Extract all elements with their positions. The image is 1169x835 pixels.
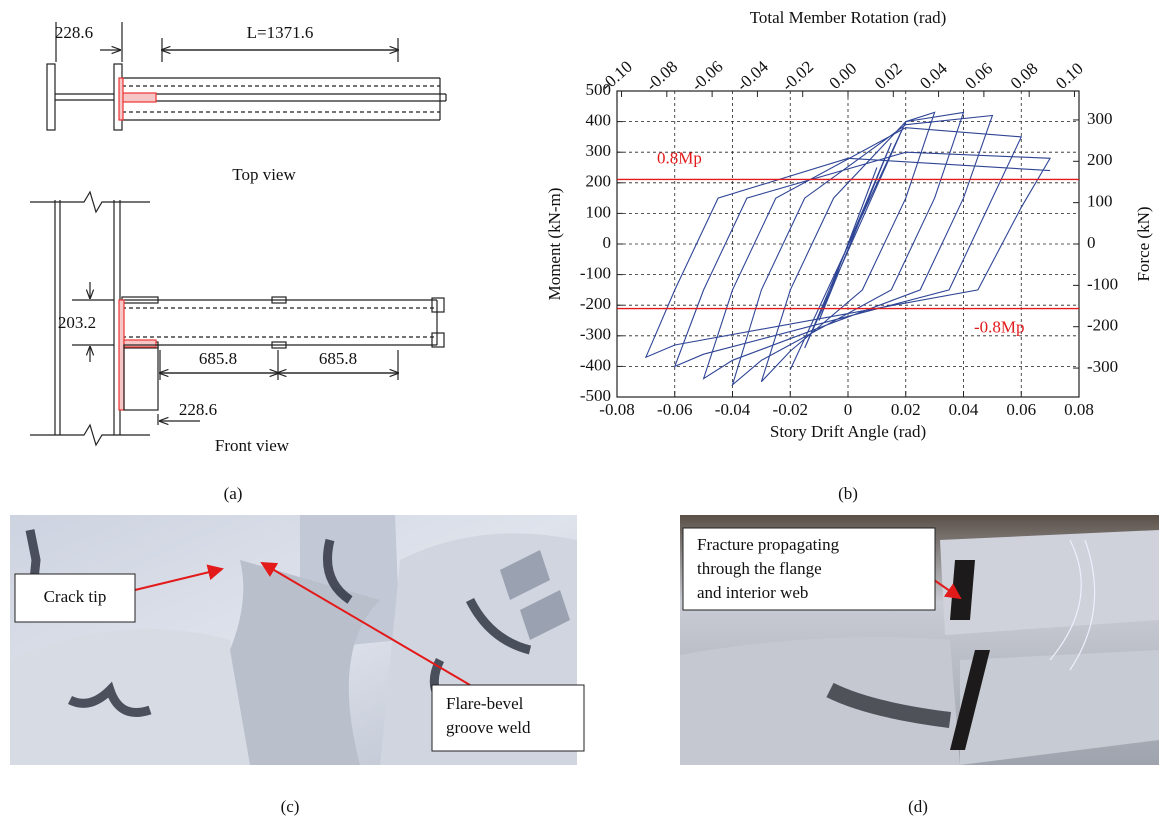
callout-text: Fracture propagating bbox=[697, 535, 840, 554]
reference-label: 0.8Mp bbox=[657, 148, 702, 167]
reference-label: -0.8Mp bbox=[974, 317, 1025, 336]
y2-tick-label: -300 bbox=[1087, 357, 1118, 376]
x-tick-label: 0.08 bbox=[1064, 400, 1094, 419]
view-label: Top view bbox=[232, 165, 296, 184]
dimension: L=1371.6 bbox=[247, 23, 314, 42]
x-tick-label: 0.02 bbox=[891, 400, 921, 419]
caption: (d) bbox=[908, 797, 928, 816]
y-tick-label: 200 bbox=[586, 172, 612, 191]
x-tick-label: -0.04 bbox=[715, 400, 751, 419]
y-tick-label: -100 bbox=[580, 264, 611, 283]
y2-tick-label: -100 bbox=[1087, 274, 1118, 293]
x2-tick-label: 0.10 bbox=[1052, 59, 1087, 93]
x-tick-label: -0.06 bbox=[657, 400, 692, 419]
x2-tick-label: 0.08 bbox=[1007, 59, 1042, 93]
y2-tick-label: 100 bbox=[1087, 192, 1113, 211]
x2-tick-label: 0.06 bbox=[961, 59, 996, 93]
callout-text: through the flange bbox=[697, 559, 822, 578]
y-tick-label: -400 bbox=[580, 355, 611, 374]
x2-tick-label: -0.08 bbox=[642, 57, 681, 95]
y-tick-label: -300 bbox=[580, 325, 611, 344]
x2-tick-label: 0.04 bbox=[916, 58, 951, 92]
y2-tick-label: 0 bbox=[1087, 233, 1096, 252]
caption: (b) bbox=[838, 484, 858, 503]
callout-text: Flare-bevel bbox=[446, 694, 524, 713]
caption: (a) bbox=[224, 484, 243, 503]
y2-tick-label: -200 bbox=[1087, 316, 1118, 335]
view-label: Front view bbox=[215, 436, 290, 455]
x2-axis-title: Total Member Rotation (rad) bbox=[750, 8, 947, 27]
figure: 228.6 L=1371.6 Top view 203.2 685.8 685.… bbox=[0, 0, 1169, 835]
x-tick-label: 0.04 bbox=[949, 400, 979, 419]
y-tick-label: -200 bbox=[580, 294, 611, 313]
x2-tick-label: -0.02 bbox=[778, 57, 817, 95]
dimension: 203.2 bbox=[58, 313, 96, 332]
y-axis-title: Moment (kN-m) bbox=[545, 188, 564, 301]
y2-tick-label: 300 bbox=[1087, 109, 1113, 128]
y-tick-label: -500 bbox=[580, 386, 611, 405]
callout-text: Crack tip bbox=[44, 587, 107, 606]
y-tick-label: 100 bbox=[586, 202, 612, 221]
x2-tick-label: -0.04 bbox=[733, 57, 772, 95]
x-tick-label: 0.06 bbox=[1006, 400, 1036, 419]
dimension: 685.8 bbox=[319, 349, 357, 368]
x-tick-label: 0 bbox=[844, 400, 853, 419]
dimension: 228.6 bbox=[179, 400, 217, 419]
x2-tick-label: 0.00 bbox=[826, 59, 861, 93]
dimension: 228.6 bbox=[55, 23, 93, 42]
y2-axis-title: Force (kN) bbox=[1134, 206, 1153, 281]
x-axis-title: Story Drift Angle (rad) bbox=[770, 422, 926, 441]
callout-text: and interior web bbox=[697, 583, 808, 602]
caption: (c) bbox=[281, 797, 300, 816]
x2-tick-label: -0.06 bbox=[688, 57, 727, 95]
y2-tick-label: 200 bbox=[1087, 150, 1113, 169]
dimension: 685.8 bbox=[199, 349, 237, 368]
callout-text: groove weld bbox=[446, 718, 531, 737]
y-tick-label: 400 bbox=[586, 111, 612, 130]
y-tick-label: 0 bbox=[603, 233, 612, 252]
drawing-a bbox=[30, 22, 446, 445]
y-tick-label: 300 bbox=[586, 141, 612, 160]
x2-tick-label: 0.02 bbox=[871, 59, 906, 93]
callout-fracture: Fracture propagating through the flange an… bbox=[683, 528, 960, 610]
x-tick-label: -0.02 bbox=[773, 400, 808, 419]
